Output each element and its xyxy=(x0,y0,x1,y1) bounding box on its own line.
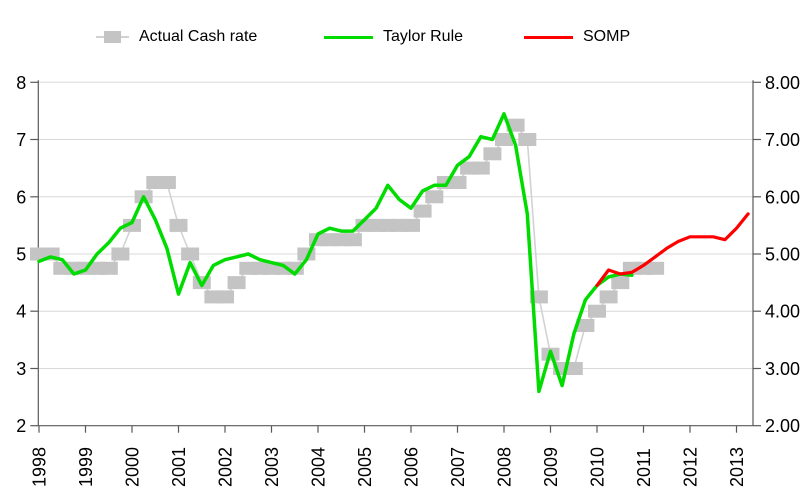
series-actual-cash-rate xyxy=(30,118,665,375)
x-tick-label: 2010 xyxy=(588,447,608,487)
x-tick-label: 2008 xyxy=(495,447,515,487)
cash-rate-marker xyxy=(483,147,502,161)
x-tick-label: 2003 xyxy=(262,447,282,487)
legend-label-taylor-rule: Taylor Rule xyxy=(383,28,464,45)
y-axis-left-labels: 8 7 6 5 4 3 2 xyxy=(16,73,26,436)
y-right-tick-label: 3.00 xyxy=(765,359,800,379)
x-tick-label: 1998 xyxy=(30,447,50,487)
cash-rate-marker xyxy=(564,362,583,375)
cash-rate-marker xyxy=(448,176,467,189)
cash-rate-marker xyxy=(216,290,234,304)
x-tick-label: 2009 xyxy=(541,447,561,487)
cash-rate-marker xyxy=(157,176,176,189)
cash-rate-marker xyxy=(471,161,490,175)
x-tick-label: 2006 xyxy=(402,447,422,487)
y-right-tick-label: 4.00 xyxy=(765,302,800,322)
legend-item-somp: SOMP xyxy=(524,28,631,45)
legend: Actual Cash rate Taylor Rule SOMP xyxy=(0,0,810,55)
y-right-tick-label: 6.00 xyxy=(765,187,800,207)
cash-rate-marker xyxy=(99,261,118,275)
legend-line-marker-somp xyxy=(524,35,573,39)
y-right-tick-label: 8.00 xyxy=(765,73,800,93)
y-axis-right-labels: 8.00 7.00 6.00 5.00 4.00 3.00 2.00 xyxy=(765,73,800,436)
cash-rate-marker xyxy=(599,290,618,304)
series-taylor-rule xyxy=(37,112,634,394)
axes xyxy=(30,80,761,433)
cash-rate-marker xyxy=(123,218,141,232)
legend-line-marker-taylor xyxy=(324,35,373,39)
legend-item-taylor-rule: Taylor Rule xyxy=(324,28,464,45)
y-left-tick-label: 2 xyxy=(16,416,26,436)
cash-rate-marker xyxy=(611,276,630,290)
cash-rate-marker xyxy=(576,319,595,332)
series-somp xyxy=(595,212,750,288)
cash-rate-marker xyxy=(169,218,188,232)
cash-rate-marker xyxy=(425,190,444,204)
legend-marker-actual-cash-rate xyxy=(96,30,129,44)
cash-rate-marker xyxy=(111,247,130,261)
cash-rate-marker xyxy=(402,218,420,232)
x-tick-label: 2007 xyxy=(448,447,468,487)
y-right-tick-label: 5.00 xyxy=(765,245,800,265)
x-tick-label: 2012 xyxy=(681,447,701,487)
y-left-tick-label: 4 xyxy=(16,302,26,322)
y-left-tick-label: 6 xyxy=(16,187,26,207)
x-tick-label: 2004 xyxy=(309,447,329,487)
legend-label-somp: SOMP xyxy=(583,28,631,45)
y-right-tick-label: 2.00 xyxy=(765,416,800,436)
legend-item-actual-cash-rate: Actual Cash rate xyxy=(96,28,258,45)
cash-rate-marker xyxy=(518,133,537,146)
x-tick-label: 2005 xyxy=(355,447,375,487)
x-tick-label: 2000 xyxy=(123,447,143,487)
cash-rate-marker xyxy=(227,276,246,290)
x-tick-label: 2002 xyxy=(216,447,236,487)
cash-rate-marker xyxy=(413,204,432,218)
y-right-tick-label: 7.00 xyxy=(765,130,800,150)
y-left-tick-label: 3 xyxy=(16,359,26,379)
x-axis-labels: 1998 1999 2000 2001 2002 2003 2004 2005 2006 2007… xyxy=(30,447,748,487)
y-left-tick-label: 5 xyxy=(16,245,26,265)
cash-rate-marker xyxy=(495,133,513,146)
legend-label-actual-cash-rate: Actual Cash rate xyxy=(139,28,258,45)
cash-rate-marker xyxy=(588,304,606,318)
cash-rate-marker xyxy=(181,247,200,261)
cash-rate-marker xyxy=(646,261,665,275)
y-left-tick-label: 8 xyxy=(16,73,26,93)
y-left-tick-label: 7 xyxy=(16,130,26,150)
legend-square-marker-icon xyxy=(104,31,121,43)
x-tick-label: 2001 xyxy=(169,447,189,487)
x-tick-label: 1999 xyxy=(76,447,96,487)
x-tick-label: 2013 xyxy=(727,447,747,487)
cash-rate-marker xyxy=(343,233,362,247)
x-tick-label: 2011 xyxy=(634,448,654,487)
